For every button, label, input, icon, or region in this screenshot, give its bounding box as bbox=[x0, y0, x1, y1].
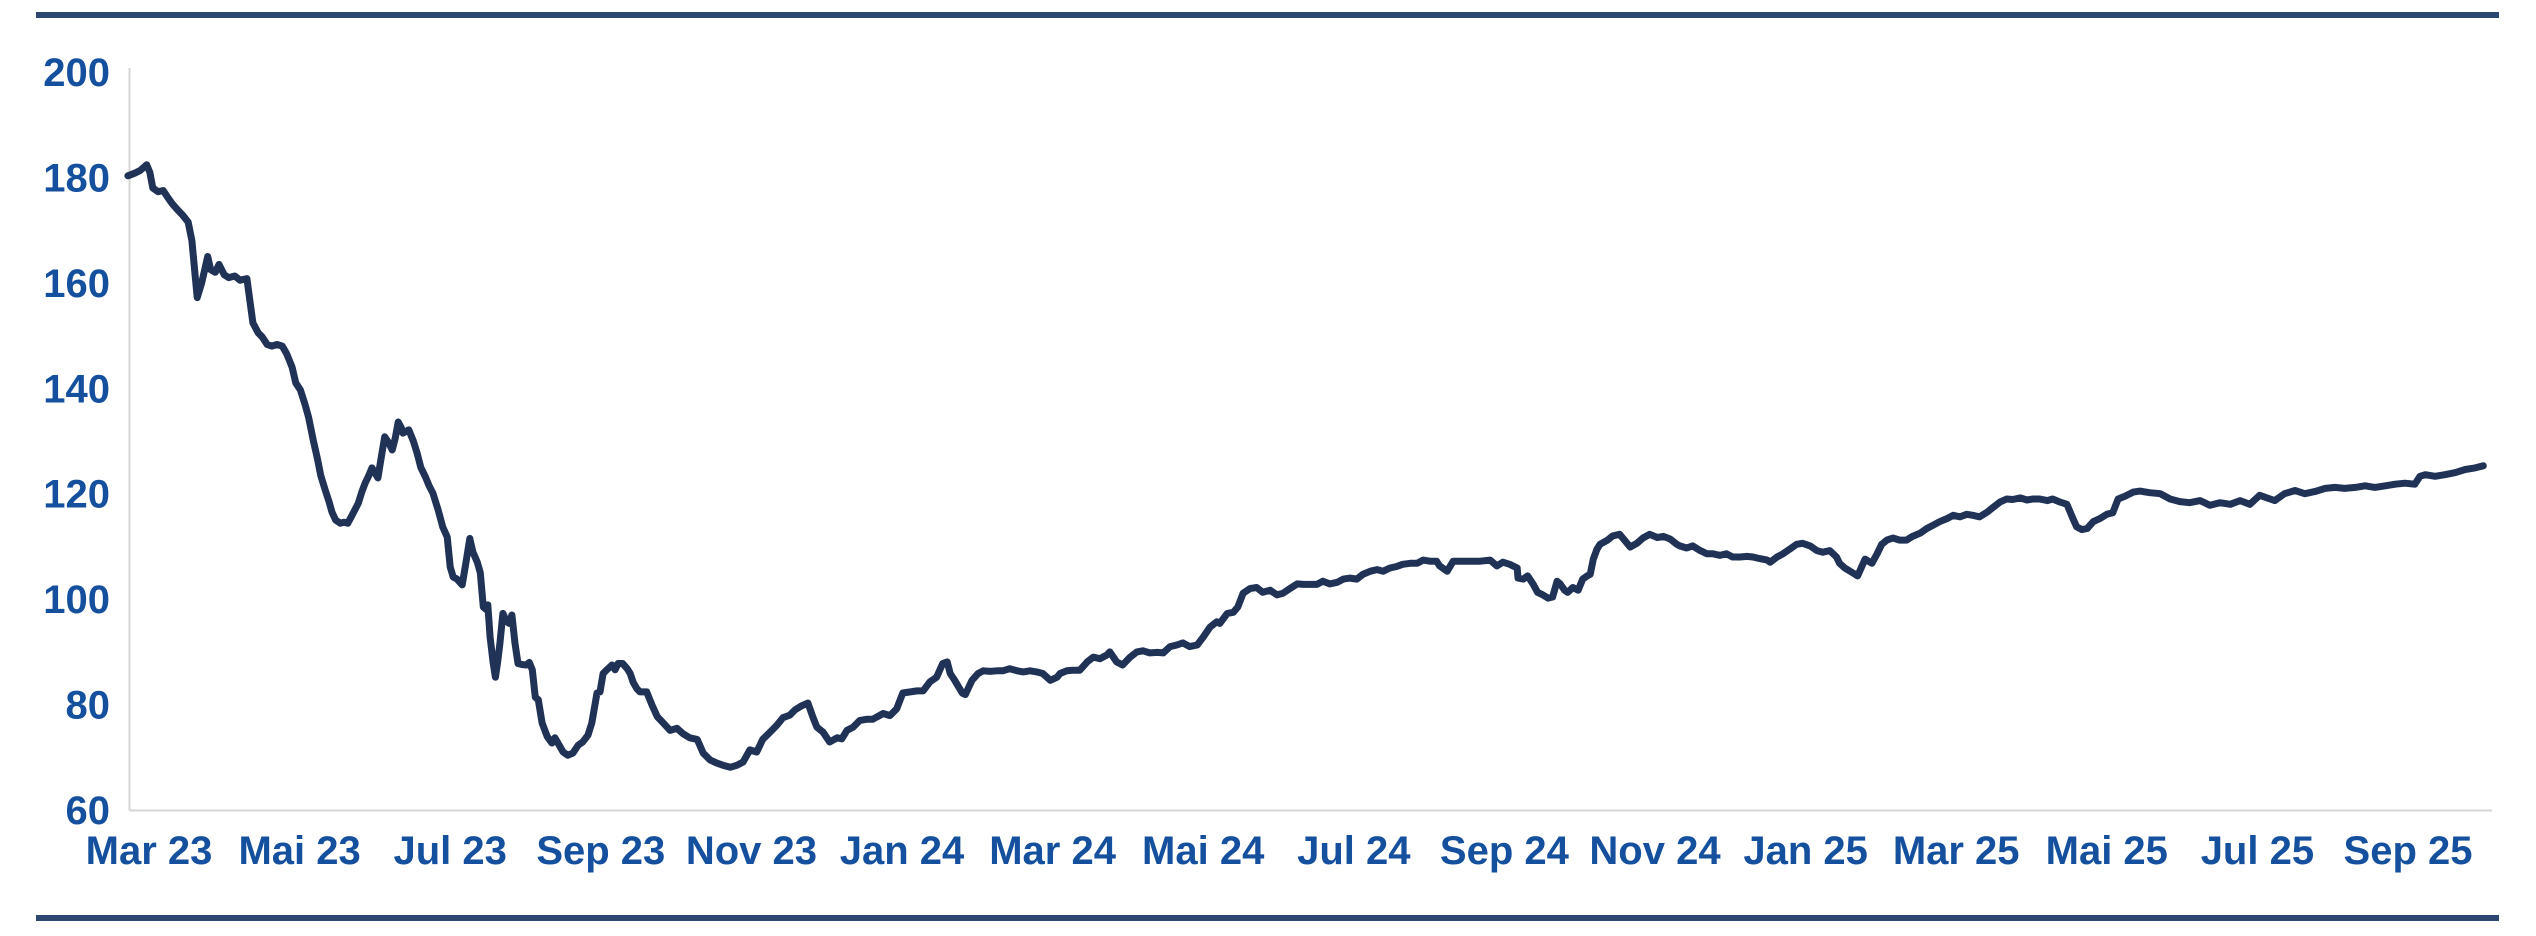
y-tick-label: 140 bbox=[43, 367, 110, 411]
x-tick-label: Jul 24 bbox=[1297, 829, 1411, 873]
x-tick-label: Nov 23 bbox=[686, 829, 817, 873]
y-tick-label: 200 bbox=[43, 51, 110, 95]
x-tick-label: Mar 23 bbox=[86, 829, 213, 873]
x-tick-label: Mar 25 bbox=[1893, 829, 2020, 873]
x-tick-label: Nov 24 bbox=[1589, 829, 1721, 873]
x-tick-label: Jul 25 bbox=[2201, 829, 2314, 873]
y-tick-label: 80 bbox=[66, 684, 111, 728]
x-tick-label: Jan 24 bbox=[840, 829, 965, 873]
x-tick-label: Sep 24 bbox=[1440, 829, 1570, 873]
x-tick-label: Jan 25 bbox=[1743, 829, 1868, 873]
y-tick-label: 120 bbox=[43, 473, 110, 517]
y-tick-label: 100 bbox=[43, 578, 110, 622]
x-axis-labels: Mar 23 Mai 23 Jul 23 Sep 23 Nov 23 Jan 24 Mar … bbox=[86, 829, 2473, 873]
y-tick-label: 180 bbox=[43, 156, 110, 200]
price-line-series bbox=[124, 161, 2487, 771]
x-tick-label: Mai 24 bbox=[1142, 829, 1265, 873]
y-axis-labels: 200 180 160 140 120 100 80 60 bbox=[43, 51, 110, 833]
x-tick-label: Mai 25 bbox=[2046, 829, 2168, 873]
y-tick-label: 160 bbox=[43, 262, 110, 306]
x-tick-label: Jul 23 bbox=[393, 829, 506, 873]
x-tick-label: Sep 25 bbox=[2344, 829, 2473, 873]
x-tick-label: Mar 24 bbox=[989, 829, 1116, 873]
bottom-divider bbox=[36, 915, 2499, 921]
x-tick-label: Mai 23 bbox=[238, 829, 360, 873]
y-tick-label: 60 bbox=[66, 789, 111, 833]
top-divider bbox=[36, 12, 2499, 18]
x-tick-label: Sep 23 bbox=[536, 829, 665, 873]
